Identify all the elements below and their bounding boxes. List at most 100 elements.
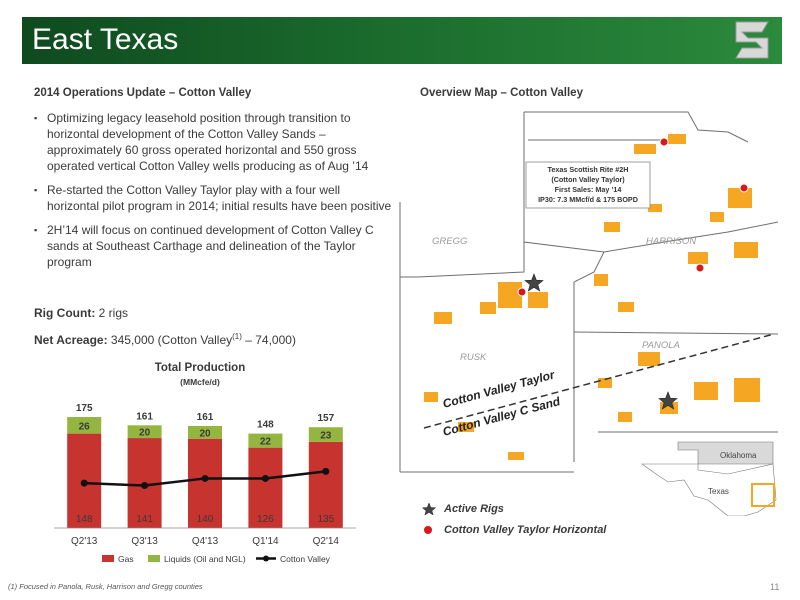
callout-box [525,161,651,209]
map-heading: Overview Map – Cotton Valley [420,87,583,99]
gas-value-label: 126 [257,514,274,525]
x-tick-label: Q3'13 [131,536,158,547]
bullet-item: Optimizing legacy leasehold position thr… [34,110,394,174]
net-acreage-value: 345,000 (Cotton Valley [107,333,233,347]
acreage-parcel [458,422,474,432]
acreage-parcel [480,302,496,314]
inset-focus-box [751,483,775,507]
acreage-parcel [734,378,760,402]
overview-map: GREGG HARRISON RUSK PANOLA Texas Scottis… [399,111,780,516]
chart-title: Total Production [154,362,246,374]
acreage-parcel [734,242,758,258]
net-acreage-label: Net Acreage: [34,333,108,347]
gas-bar [188,438,222,528]
legend-liquids-label: Liquids (Oil and NGL) [164,554,246,564]
county-boundary [523,112,779,253]
acreage-parcel [634,144,656,154]
gas-value-label: 141 [136,514,153,525]
texas-inset: Oklahoma Texas [634,441,780,516]
county-label-rusk: RUSK [460,352,487,363]
rig-count: Rig Count: 2 rigs [34,306,128,320]
total-value-label: 161 [136,411,153,422]
liquids-value-label: 20 [139,428,151,439]
legend-gas-swatch [102,555,114,562]
liquids-bar [127,425,162,439]
net-acreage-tail: – 74,000) [241,333,296,347]
callout-line: (Cotton Valley Taylor) [551,175,625,184]
acreage-parcel [604,222,620,232]
total-value-label: 157 [317,413,334,424]
title-bar: East Texas [22,17,782,64]
texas-outline [641,463,777,516]
page-number: 11 [770,582,780,592]
acreage-parcel [498,282,522,308]
liquids-bar [67,417,102,434]
liquids-bar [308,427,343,442]
legend-label: Cotton Valley Taylor Horizontal [444,524,607,536]
callout-line: Texas Scottish Rite #2H [548,165,629,174]
net-acreage: Net Acreage: 345,000 (Cotton Valley(1) –… [34,332,296,347]
acreage-parcel [668,134,686,144]
acreage-parcel [434,312,452,324]
total-value-label: 161 [197,412,214,423]
rig-count-value: 2 rigs [95,306,128,320]
gas-bar [308,441,343,528]
red-dot-icon [424,526,432,534]
county-label-panola: PANOLA [642,340,680,351]
chart-subtitle: (MMcfe/d) [180,377,220,387]
legend-gas-label: Gas [118,554,134,564]
acreage-parcel [638,352,660,366]
county-boundary [573,251,605,462]
acreage-parcel [694,382,718,400]
acreage-parcel [528,292,548,308]
county-boundary [524,111,749,143]
callout-line: First Sales: May ’14 [555,185,622,194]
cotton-valley-point [322,467,330,475]
well-marker [659,137,669,147]
x-tick-label: Q4'13 [192,536,219,547]
well-marker [517,287,527,297]
acreage-parcel [618,412,632,422]
gas-value-label: 135 [317,514,334,525]
liquids-bar [188,425,222,439]
star-icon [421,502,437,516]
acreage-parcel [594,274,608,286]
footnote-marker: (1) [232,332,242,341]
rig-star-marker [658,391,678,410]
inset-label-texas: Texas [708,487,729,496]
acreage-parcel [688,252,708,264]
legend-line-marker [263,555,269,562]
x-tick-label: Q2'14 [313,536,340,547]
rig-count-label: Rig Count: [34,306,96,320]
gas-bar [248,447,283,528]
bullet-item: Re-started the Cotton Valley Taylor play… [34,182,394,214]
cotton-valley-point [80,479,88,487]
legend-active-rigs: Active Rigs [420,502,504,516]
x-tick-label: Q2'13 [71,536,98,547]
page-title: East Texas [32,23,179,56]
well-marker [739,183,749,193]
company-logo-icon [735,21,769,59]
acreage-parcel [598,378,612,388]
operations-bullet-list: Optimizing legacy leasehold position thr… [34,110,394,278]
liquids-value-label: 22 [260,437,272,448]
county-boundary [400,242,525,278]
county-boundary [573,331,779,335]
x-tick-label: Q1'14 [252,536,279,547]
trend-line [423,333,775,429]
gas-value-label: 140 [197,514,214,525]
inset-label-oklahoma: Oklahoma [720,451,757,460]
acreage-parcel [508,452,524,460]
liquids-value-label: 20 [199,428,211,439]
gas-value-label: 148 [76,514,93,525]
operations-heading: 2014 Operations Update – Cotton Valley [34,87,252,99]
liquids-bar [248,433,283,448]
total-value-label: 175 [76,403,93,414]
cotton-valley-point [201,474,209,482]
liquids-value-label: 26 [79,421,91,432]
cotton-valley-point [261,474,269,482]
well-marker [695,263,705,273]
county-label-harrison: HARRISON [646,236,696,247]
acreage-parcel [728,188,752,208]
acreage-parcel [648,204,662,212]
